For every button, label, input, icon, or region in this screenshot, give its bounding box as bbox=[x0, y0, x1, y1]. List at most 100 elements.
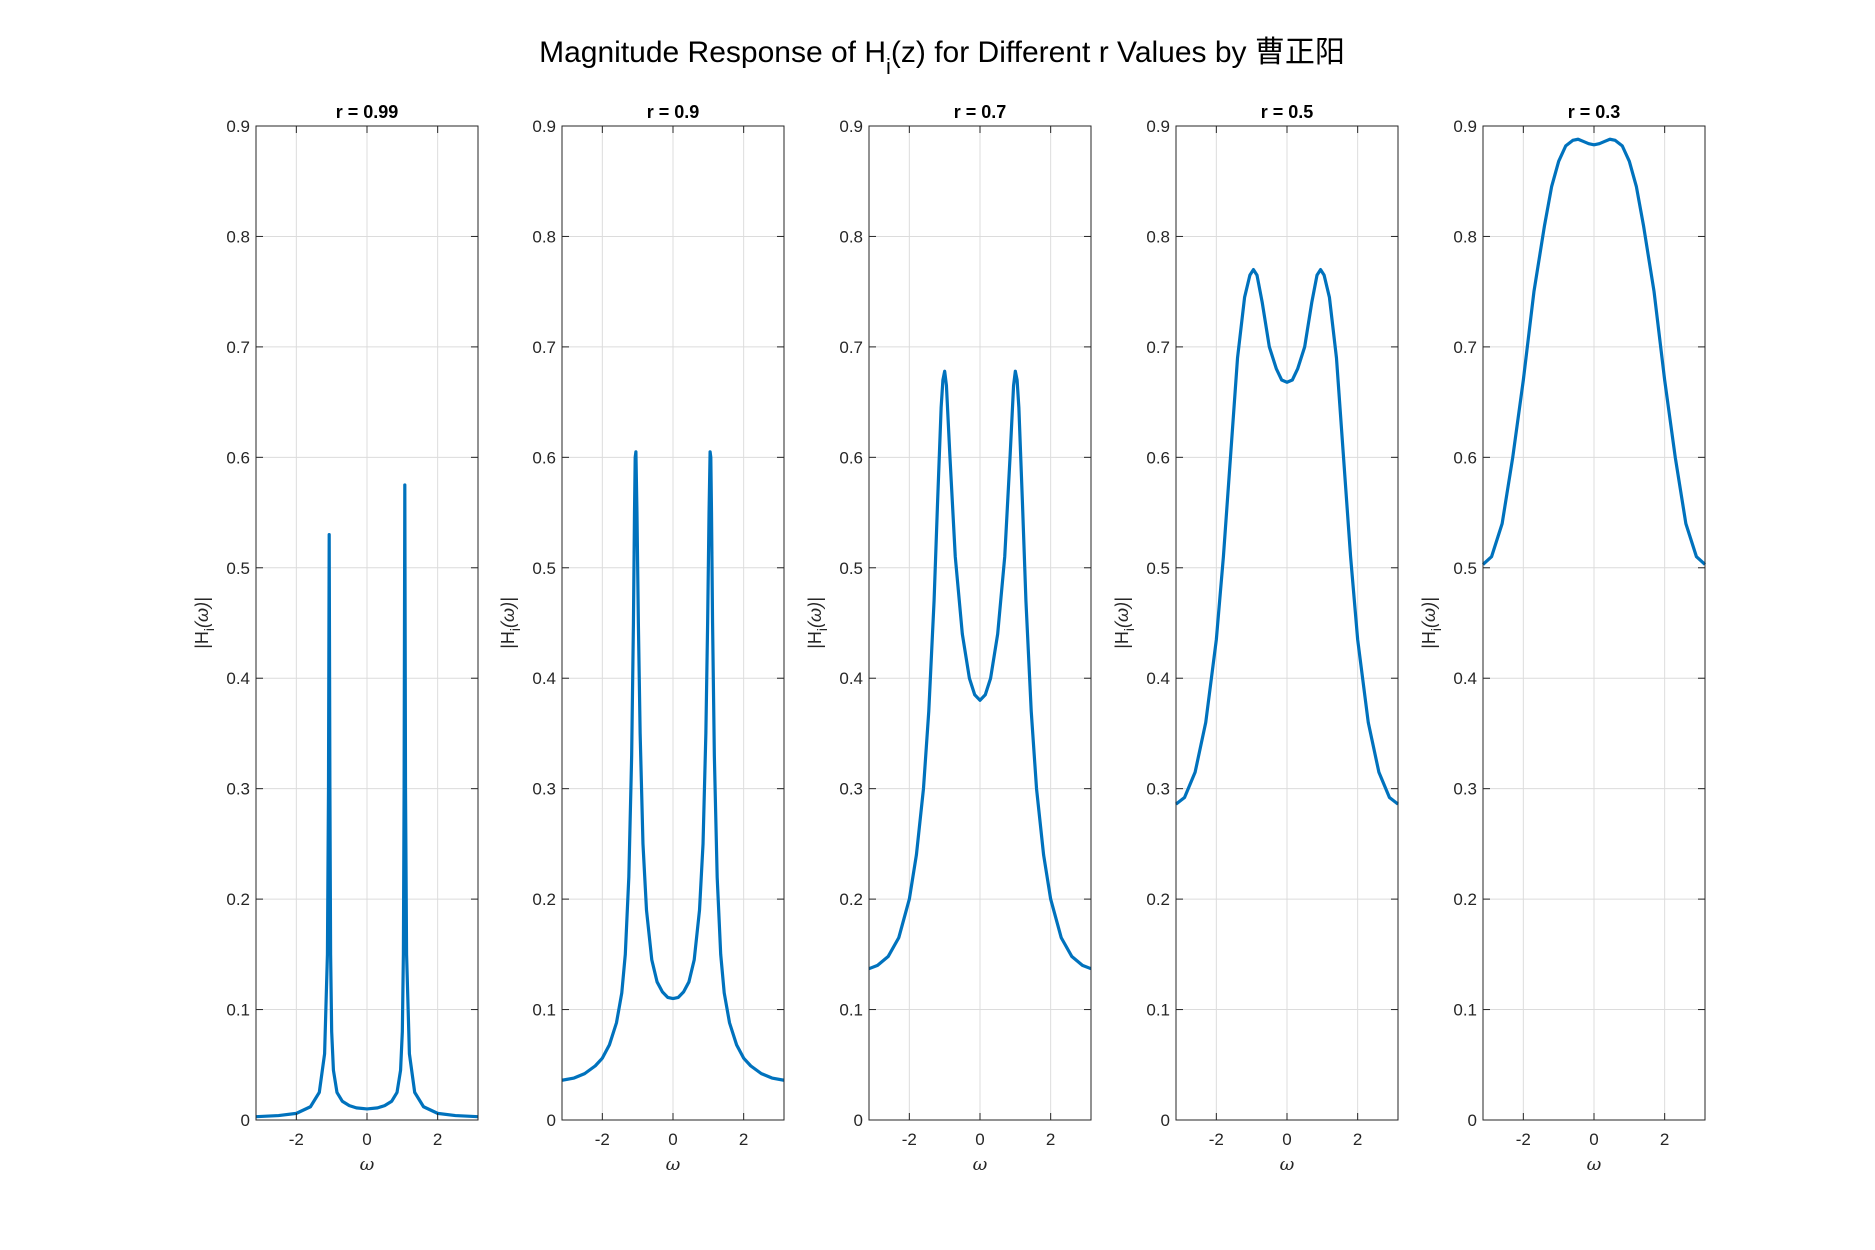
y-tick-label: 0.8 bbox=[532, 227, 556, 246]
y-axis-label: |Hi(ω)| bbox=[805, 597, 830, 649]
subplot-title: r = 0.7 bbox=[954, 102, 1007, 122]
y-axis-label-main: |H bbox=[805, 631, 825, 649]
y-tick-label: 0.1 bbox=[1146, 1001, 1170, 1020]
y-tick-label: 0.2 bbox=[1146, 890, 1170, 909]
y-tick-label: 0.5 bbox=[532, 559, 556, 578]
y-tick-label: 0 bbox=[1468, 1111, 1477, 1130]
x-tick-label: -2 bbox=[902, 1130, 917, 1149]
y-tick-label: 0.6 bbox=[839, 448, 863, 467]
x-tick-label: -2 bbox=[289, 1130, 304, 1149]
x-tick-label: -2 bbox=[595, 1130, 610, 1149]
y-tick-label: 0.1 bbox=[226, 1001, 250, 1020]
x-tick-label: 2 bbox=[1660, 1130, 1669, 1149]
y-tick-label: 0.9 bbox=[1453, 117, 1477, 136]
y-axis-label-rest: (ω)| bbox=[1112, 597, 1132, 628]
x-axis-label: ω bbox=[973, 1154, 988, 1175]
y-tick-label: 0.6 bbox=[532, 448, 556, 467]
y-axis-label-rest: (ω)| bbox=[498, 597, 518, 628]
y-tick-label: 0.6 bbox=[1453, 448, 1477, 467]
x-tick-label: 2 bbox=[1353, 1130, 1362, 1149]
x-tick-label: 0 bbox=[1589, 1130, 1598, 1149]
y-axis-label-main: |H bbox=[1419, 631, 1439, 649]
y-tick-label: 0 bbox=[547, 1111, 556, 1130]
magnitude-curve bbox=[868, 369, 1092, 971]
y-tick-label: 0.7 bbox=[1146, 338, 1170, 357]
y-tick-label: 0.2 bbox=[532, 890, 556, 909]
x-tick-label: -2 bbox=[1516, 1130, 1531, 1149]
magnitude-curve bbox=[1481, 137, 1707, 566]
x-tick-label: 0 bbox=[975, 1130, 984, 1149]
y-tick-label: 0.3 bbox=[226, 780, 250, 799]
subplot-title: r = 0.99 bbox=[336, 102, 399, 122]
y-tick-label: 0.2 bbox=[839, 890, 863, 909]
y-tick-label: 0.6 bbox=[1146, 448, 1170, 467]
y-tick-label: 0.3 bbox=[1453, 780, 1477, 799]
y-axis-label-main: |H bbox=[498, 631, 518, 649]
x-tick-label: 0 bbox=[668, 1130, 677, 1149]
subplot-title: r = 0.9 bbox=[647, 102, 700, 122]
y-tick-label: 0.4 bbox=[1146, 669, 1170, 688]
subplot-5: 0 0.1 0.2 0.3 0.4 0.5 0.6 0.7 0.8 0.9 -2 0 2 r = 0.3 ω… bbox=[1419, 102, 1707, 1175]
y-axis-label-subscript: i bbox=[814, 628, 830, 631]
x-axis-label: ω bbox=[1587, 1154, 1602, 1175]
y-axis-label-rest: (ω)| bbox=[1419, 597, 1439, 628]
subplot-3: 0 0.1 0.2 0.3 0.4 0.5 0.6 0.7 0.8 0.9 -2 0 2 r = 0.7 ω… bbox=[805, 102, 1092, 1175]
y-axis-label: |Hi(ω)| bbox=[192, 597, 217, 649]
magnitude-curve bbox=[1175, 267, 1399, 806]
x-tick-label: 0 bbox=[1282, 1130, 1291, 1149]
y-tick-label: 0 bbox=[854, 1111, 863, 1130]
y-tick-label: 0.2 bbox=[1453, 890, 1477, 909]
y-axis-label-rest: (ω)| bbox=[805, 597, 825, 628]
x-tick-label: 2 bbox=[739, 1130, 748, 1149]
x-axis-label: ω bbox=[666, 1154, 681, 1175]
y-axis-label-subscript: i bbox=[201, 628, 217, 631]
x-tick-label: 2 bbox=[1046, 1130, 1055, 1149]
subplot-title: r = 0.5 bbox=[1261, 102, 1314, 122]
y-tick-label: 0.2 bbox=[226, 890, 250, 909]
y-tick-label: 0.3 bbox=[1146, 780, 1170, 799]
subplot-2: 0 0.1 0.2 0.3 0.4 0.5 0.6 0.7 0.8 0.9 -2 0 2 r = 0.9 ω… bbox=[498, 102, 785, 1175]
y-axis-label: |Hi(ω)| bbox=[1419, 597, 1444, 649]
figure-title-subscript: i bbox=[886, 54, 891, 79]
y-tick-label: 0.9 bbox=[226, 117, 250, 136]
figure-title-main: Magnitude Response of H bbox=[539, 36, 886, 69]
subplot-title: r = 0.3 bbox=[1568, 102, 1621, 122]
y-tick-label: 0.7 bbox=[226, 338, 250, 357]
y-tick-label: 0.8 bbox=[1453, 227, 1477, 246]
figure-title: Magnitude Response of Hi(z) for Differen… bbox=[539, 36, 1345, 79]
y-tick-label: 0 bbox=[1161, 1111, 1170, 1130]
y-axis-label: |Hi(ω)| bbox=[1112, 597, 1137, 649]
y-axis-label-subscript: i bbox=[1121, 628, 1137, 631]
y-tick-label: 0.7 bbox=[839, 338, 863, 357]
y-tick-label: 0.1 bbox=[1453, 1001, 1477, 1020]
magnitude-curve bbox=[561, 450, 785, 1082]
y-tick-label: 0.1 bbox=[532, 1001, 556, 1020]
y-tick-label: 0.3 bbox=[839, 780, 863, 799]
subplot-1: 0 0.1 0.2 0.3 0.4 0.5 0.6 0.7 0.8 0.9 -2 0 2 r = 0.99… bbox=[192, 102, 479, 1175]
y-tick-label: 0.5 bbox=[1146, 559, 1170, 578]
x-tick-label: 2 bbox=[433, 1130, 442, 1149]
y-tick-label: 0.9 bbox=[532, 117, 556, 136]
y-tick-label: 0.7 bbox=[532, 338, 556, 357]
magnitude-curve bbox=[255, 483, 479, 1119]
figure-title-rest: (z) for Different r Values by 曹正阳 bbox=[891, 36, 1345, 69]
y-tick-label: 0.5 bbox=[226, 559, 250, 578]
y-tick-label: 0.4 bbox=[839, 669, 863, 688]
y-tick-label: 0.3 bbox=[532, 780, 556, 799]
y-tick-label: 0.9 bbox=[1146, 117, 1170, 136]
y-tick-label: 0.8 bbox=[226, 227, 250, 246]
x-tick-label: -2 bbox=[1209, 1130, 1224, 1149]
y-tick-label: 0.4 bbox=[1453, 669, 1477, 688]
y-tick-label: 0.8 bbox=[1146, 227, 1170, 246]
y-tick-label: 0 bbox=[241, 1111, 250, 1130]
subplot-4: 0 0.1 0.2 0.3 0.4 0.5 0.6 0.7 0.8 0.9 -2 0 2 r = 0.5 ω… bbox=[1112, 102, 1399, 1175]
y-axis-label-subscript: i bbox=[507, 628, 523, 631]
x-tick-label: 0 bbox=[362, 1130, 371, 1149]
y-axis-label-main: |H bbox=[192, 631, 212, 649]
y-tick-label: 0.4 bbox=[226, 669, 250, 688]
y-tick-label: 0.6 bbox=[226, 448, 250, 467]
y-axis-label: |Hi(ω)| bbox=[498, 597, 523, 649]
y-tick-label: 0.1 bbox=[839, 1001, 863, 1020]
y-tick-label: 0.4 bbox=[532, 669, 556, 688]
